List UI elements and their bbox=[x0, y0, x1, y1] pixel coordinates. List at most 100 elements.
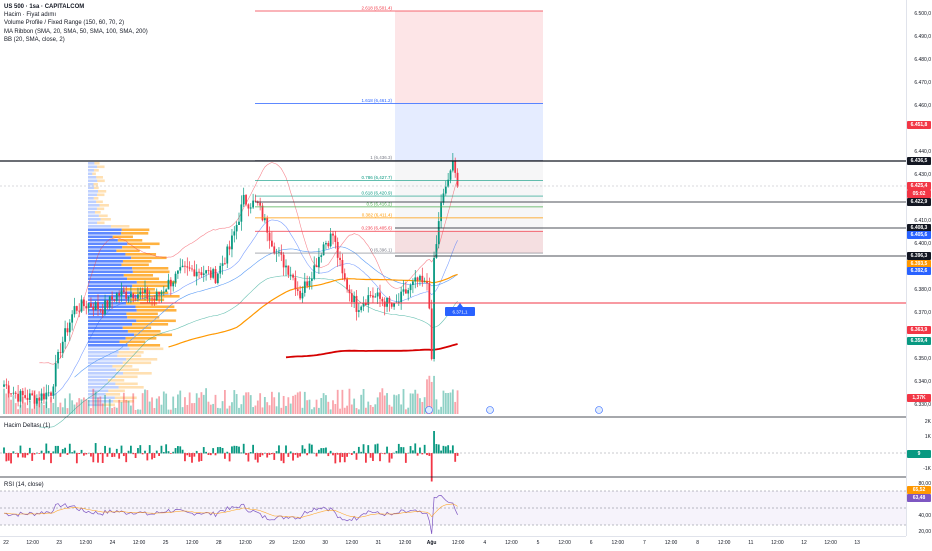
profile-bar-up bbox=[88, 358, 127, 361]
delta-bar bbox=[362, 444, 365, 454]
delta-bar bbox=[433, 431, 435, 454]
profile-bar-up bbox=[88, 239, 118, 242]
candle-body bbox=[127, 297, 130, 299]
economic-event-icon[interactable] bbox=[425, 406, 433, 414]
main-chart-pane[interactable]: 2.618 (6,501.4) 1.618 (6,461.2) 1 (6,436.3… bbox=[0, 0, 906, 536]
time-label: 30 bbox=[322, 540, 328, 546]
delta-bar bbox=[395, 450, 398, 454]
price-tick: 6.350,0 bbox=[914, 356, 931, 363]
candle-body bbox=[322, 244, 325, 256]
time-axis[interactable]: 22 12:00 23 12:00 24 12:00 25 12:00 28 12:00 29 12:… bbox=[0, 536, 906, 551]
candle-body bbox=[92, 306, 95, 311]
volume-bar bbox=[303, 391, 306, 414]
candle-body bbox=[419, 275, 421, 281]
volume-bar bbox=[433, 375, 435, 414]
delta-bar bbox=[153, 453, 156, 458]
delta-bar bbox=[412, 450, 414, 454]
delta-bar bbox=[388, 453, 391, 463]
candle-body bbox=[315, 265, 318, 268]
candle-body bbox=[435, 244, 438, 258]
volume-bar bbox=[292, 395, 294, 414]
delta-bar bbox=[353, 451, 356, 454]
delta-bar bbox=[19, 445, 22, 454]
candle-body bbox=[71, 314, 74, 323]
volume-bar bbox=[294, 394, 297, 414]
economic-event-icon[interactable] bbox=[595, 406, 603, 414]
delta-bar bbox=[437, 444, 440, 454]
delta-bar bbox=[78, 453, 81, 455]
delta-bar bbox=[174, 448, 177, 454]
economic-event-icon[interactable] bbox=[486, 406, 494, 414]
delta-bar bbox=[216, 447, 219, 454]
symbol-title[interactable]: US 500 · 1sa · CAPITALCOM bbox=[4, 4, 85, 10]
delta-bar bbox=[186, 453, 189, 456]
volume-bar bbox=[238, 407, 240, 414]
delta-bar bbox=[184, 453, 186, 462]
delta-bar bbox=[68, 443, 71, 454]
volume-profile-label[interactable]: Volume Profile / Fixed Range (150, 60, 7… bbox=[4, 20, 125, 27]
delta-bar bbox=[141, 453, 144, 455]
candle-body bbox=[181, 265, 184, 268]
volume-bar bbox=[17, 409, 19, 414]
delta-bar bbox=[397, 443, 400, 454]
fib-level-label: 0.236 (6,405.6) bbox=[361, 226, 392, 231]
volume-bar bbox=[263, 396, 266, 414]
candle-body bbox=[122, 290, 125, 292]
volume-bar bbox=[442, 390, 445, 414]
delta-bar bbox=[137, 448, 139, 454]
candle-body bbox=[198, 271, 200, 273]
volume-bar bbox=[339, 408, 341, 414]
volume-bar bbox=[111, 408, 113, 414]
volume-bar bbox=[437, 409, 440, 414]
alert-label-box[interactable] bbox=[445, 307, 475, 316]
profile-bar-up bbox=[88, 183, 94, 186]
time-label: 12:00 bbox=[664, 540, 678, 546]
bollinger-label[interactable]: BB (20, SMA, close, 2) bbox=[4, 36, 65, 43]
delta-bar bbox=[115, 448, 118, 454]
candle-body bbox=[238, 221, 240, 225]
volume-delta-label[interactable]: Hacim Deltası (1) bbox=[4, 423, 51, 429]
candle-body bbox=[118, 293, 121, 296]
candle-body bbox=[292, 274, 294, 278]
candle-body bbox=[73, 306, 76, 315]
volume-bar bbox=[296, 392, 299, 414]
candle-body bbox=[456, 172, 459, 187]
candle-body bbox=[125, 291, 128, 299]
candle-body bbox=[426, 281, 428, 284]
candle-body bbox=[369, 295, 372, 296]
delta-bar bbox=[442, 445, 445, 454]
profile-bar-down bbox=[116, 249, 140, 253]
delta-tick: 1K bbox=[924, 434, 931, 440]
candle-body bbox=[353, 295, 356, 303]
volume-bar bbox=[362, 389, 365, 414]
volume-bar bbox=[108, 399, 111, 414]
candle-body bbox=[120, 290, 123, 296]
profile-bar-up bbox=[88, 172, 93, 176]
candle-body bbox=[355, 295, 358, 312]
delta-bar bbox=[282, 453, 285, 464]
price-tag: 1,37K bbox=[907, 394, 931, 402]
candle-body bbox=[179, 267, 182, 271]
candle-body bbox=[440, 202, 442, 222]
bb-upper bbox=[39, 162, 458, 365]
ma-ribbon-label[interactable]: MA Ribbon (SMA, 20, SMA, 50, SMA, 100, S… bbox=[4, 28, 148, 35]
candle-body bbox=[28, 393, 31, 400]
volume-bar bbox=[162, 391, 165, 414]
delta-bar bbox=[113, 453, 116, 457]
volume-bar bbox=[278, 392, 280, 414]
volume-bar bbox=[379, 392, 381, 414]
volume-bar bbox=[355, 408, 358, 414]
profile-bar-down bbox=[113, 400, 134, 403]
volume-indicator-label[interactable]: Hacim · Fiyat adımı bbox=[4, 12, 57, 19]
volume-bar bbox=[386, 393, 388, 414]
price-tick: 6.340,0 bbox=[914, 379, 931, 385]
volume-bar bbox=[191, 403, 193, 414]
rsi-label[interactable]: RSI (14, close) bbox=[4, 482, 44, 488]
candle-body bbox=[14, 392, 17, 394]
candle-body bbox=[160, 292, 163, 295]
delta-bar bbox=[64, 447, 66, 454]
delta-bar bbox=[325, 447, 327, 454]
price-tick: 6.370,0 bbox=[914, 310, 931, 317]
delta-bar bbox=[139, 445, 142, 454]
